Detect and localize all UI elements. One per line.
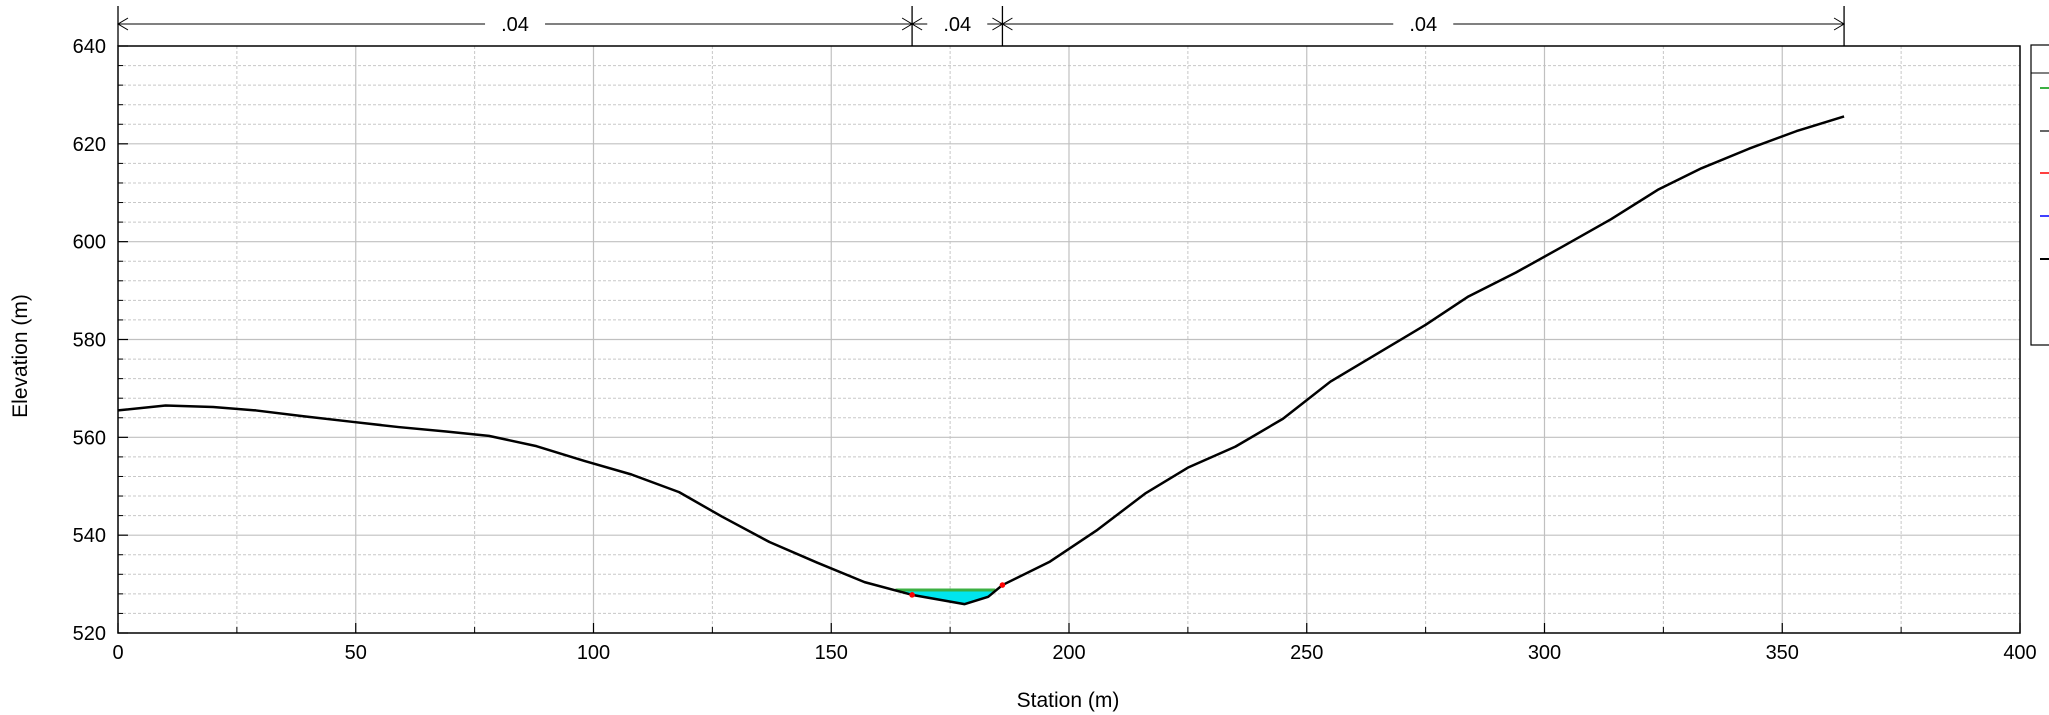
manning-n-bar: .04 .04 .04: [117, 6, 1846, 46]
n-arrow-left: [117, 17, 129, 31]
y-tick-label: 620: [73, 134, 106, 156]
bank-station-marker: [909, 592, 915, 598]
ground-profile: [117, 115, 1845, 606]
x-axis-label: Station (m): [1017, 689, 1120, 712]
n-label: .04: [501, 14, 529, 36]
n-arrow-right: [1833, 17, 1846, 31]
water-surface: [895, 588, 996, 605]
water-fill: [895, 589, 996, 605]
major-gridlines: [118, 46, 2020, 633]
y-tick-label: 540: [73, 525, 106, 547]
ground-line: [117, 115, 1845, 606]
y-axis-ticks: 520 540 560 580 600 620 640: [73, 36, 128, 645]
bank-stations: [909, 582, 1006, 598]
legend-box: [2030, 44, 2049, 346]
y-tick-label: 640: [73, 36, 106, 58]
x-tick-label: 300: [1528, 642, 1561, 664]
y-axis-label: Elevation (m): [9, 294, 32, 418]
x-tick-label: 0: [112, 642, 123, 664]
n-arrow-left: [1001, 17, 1013, 31]
y-tick-label: 520: [73, 623, 106, 645]
n-arrow-left: [911, 17, 923, 31]
x-axis-ticks: 0 50 100 150 200 250 300 350 400: [112, 623, 2037, 664]
y-tick-label: 560: [73, 427, 106, 449]
n-label: .04: [1409, 14, 1437, 36]
x-tick-label: 250: [1290, 642, 1323, 664]
n-label: .04: [943, 14, 971, 36]
y-tick-label: 580: [73, 330, 106, 352]
x-tick-label: 50: [345, 642, 367, 664]
x-tick-label: 400: [2003, 642, 2036, 664]
x-tick-label: 350: [1766, 642, 1799, 664]
x-tick-label: 200: [1052, 642, 1085, 664]
y-tick-label: 600: [73, 232, 106, 254]
bank-station-marker: [999, 582, 1006, 588]
x-tick-label: 150: [815, 642, 848, 664]
x-tick-label: 100: [577, 642, 610, 664]
